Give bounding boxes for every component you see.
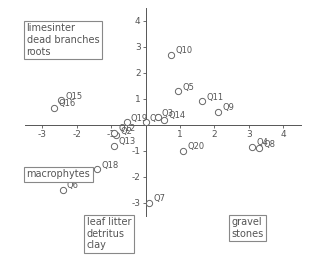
Text: Q8: Q8 <box>264 140 276 149</box>
Text: gravel
stones: gravel stones <box>232 217 264 239</box>
Text: Q3: Q3 <box>162 109 174 118</box>
Text: Q1: Q1 <box>150 114 162 123</box>
Text: Q4: Q4 <box>257 138 268 148</box>
Text: Q12: Q12 <box>119 124 136 133</box>
Text: limesinter
dead branches
roots: limesinter dead branches roots <box>27 23 99 57</box>
Text: Q5: Q5 <box>183 83 194 92</box>
Text: Q10: Q10 <box>175 46 193 55</box>
Text: Q2: Q2 <box>120 127 132 136</box>
Text: Q11: Q11 <box>206 93 224 102</box>
Text: Q18: Q18 <box>101 160 119 170</box>
Text: Q9: Q9 <box>222 103 234 112</box>
Text: macrophytes: macrophytes <box>27 169 90 179</box>
Text: Q20: Q20 <box>188 142 205 151</box>
Text: Q19: Q19 <box>131 114 148 123</box>
Text: Q14: Q14 <box>169 111 186 120</box>
Text: leaf litter
detritus
clay: leaf litter detritus clay <box>87 217 131 250</box>
Text: Q15: Q15 <box>65 92 82 101</box>
Text: Q17: Q17 <box>70 36 88 45</box>
Text: Q13: Q13 <box>119 137 136 146</box>
Text: Q16: Q16 <box>58 99 76 109</box>
Text: Q6: Q6 <box>67 181 79 190</box>
Text: Q7: Q7 <box>153 194 165 203</box>
